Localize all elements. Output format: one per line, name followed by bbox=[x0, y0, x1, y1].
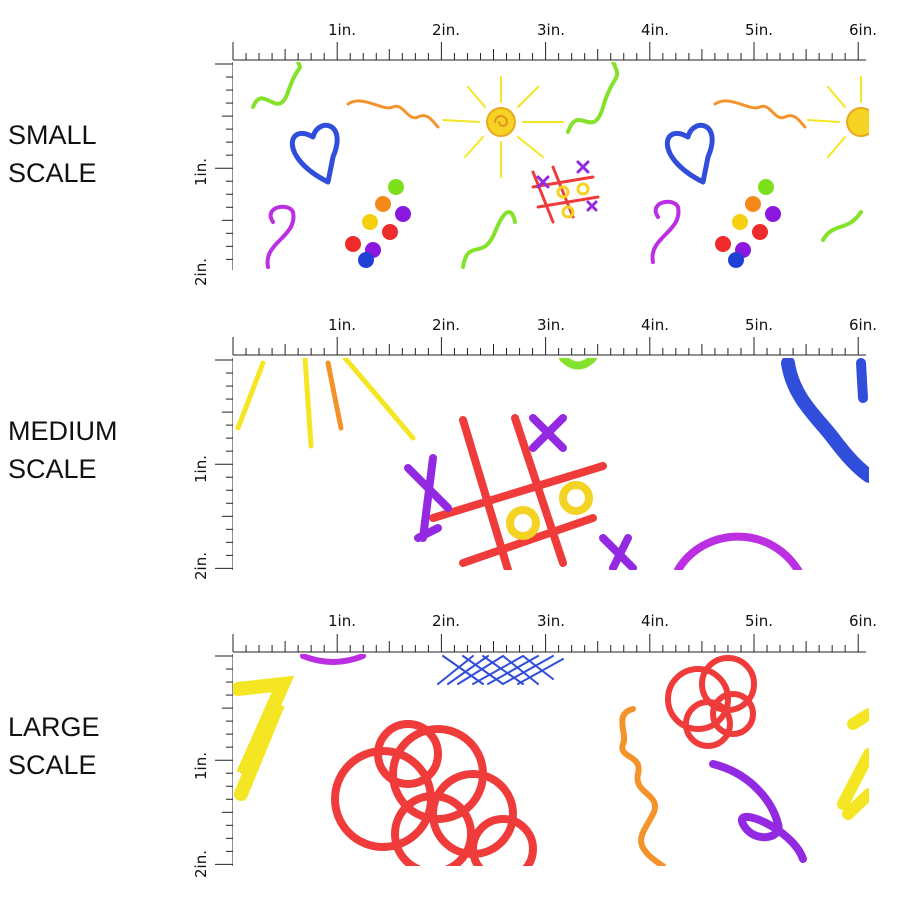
side-ruler: 1in. 2in. bbox=[192, 654, 234, 878]
scale-label-word: SMALL bbox=[8, 120, 97, 150]
ruler-label-4in: 4in. bbox=[641, 316, 669, 334]
scale-label-word: MEDIUM bbox=[8, 416, 118, 446]
top-ruler: 1in. 2in. 3in. 4in. 5in. 6in. bbox=[232, 316, 877, 356]
yellow-crayon-mark bbox=[233, 675, 295, 801]
ruler-label-6in: 6in. bbox=[849, 612, 877, 630]
purple-curl bbox=[674, 532, 802, 570]
top-ruler: 1in. 2in. 3in. 4in. 5in. 6in. bbox=[232, 612, 877, 653]
ruler-label-1in: 1in. bbox=[328, 612, 356, 630]
sun-doodle bbox=[442, 76, 564, 178]
purple-curl bbox=[650, 199, 681, 264]
green-squiggle bbox=[251, 62, 302, 109]
ruler-label-6in: 6in. bbox=[849, 316, 877, 334]
green-squiggle bbox=[461, 210, 517, 269]
ruler-label-3in: 3in. bbox=[537, 612, 565, 630]
blue-heart bbox=[856, 358, 868, 403]
scale-label-large: LARGE SCALE bbox=[8, 708, 100, 784]
ruler-label-6in: 6in. bbox=[849, 21, 877, 39]
scale-label-medium: MEDIUM SCALE bbox=[8, 412, 118, 488]
side-label-1in: 1in. bbox=[192, 455, 210, 483]
red-cloud-scribble bbox=[665, 655, 757, 749]
side-label-2in: 2in. bbox=[192, 552, 210, 580]
green-squiggle bbox=[821, 210, 863, 242]
ruler-label-2in: 2in. bbox=[432, 612, 460, 630]
green-squiggle bbox=[566, 62, 620, 134]
blue-scribble-doodle bbox=[437, 655, 564, 685]
ruler-label-5in: 5in. bbox=[745, 612, 773, 630]
side-label-1in: 1in. bbox=[192, 158, 210, 186]
ruler-label-3in: 3in. bbox=[537, 316, 565, 334]
blue-heart bbox=[781, 358, 869, 483]
orange-squiggle bbox=[346, 99, 440, 129]
purple-curl bbox=[265, 204, 296, 269]
scale-label-word: SCALE bbox=[8, 750, 97, 780]
top-ruler: 1in. 2in. 3in. 4in. 5in. 6in. bbox=[232, 21, 877, 61]
yellow-crayon-mark bbox=[837, 708, 869, 820]
ruler-label-3in: 3in. bbox=[537, 21, 565, 39]
blue-heart bbox=[289, 122, 340, 185]
ruler-label-1in: 1in. bbox=[328, 316, 356, 334]
scale-label-word: LARGE bbox=[8, 712, 100, 742]
color-dot-cluster bbox=[345, 179, 411, 268]
side-label-1in: 1in. bbox=[192, 752, 210, 780]
fabric-swatch-medium bbox=[233, 358, 869, 570]
crayon-doodle-pattern bbox=[251, 62, 869, 269]
scale-label-word: SCALE bbox=[8, 158, 97, 188]
ruler-label-5in: 5in. bbox=[745, 21, 773, 39]
blue-heart bbox=[664, 122, 715, 185]
fabric-swatch-large bbox=[233, 654, 869, 866]
ruler-small: 1in. 2in. 3in. 4in. 5in. 6in. 1in. 2in. bbox=[192, 21, 877, 286]
orange-squiggle bbox=[713, 99, 807, 129]
sun-ray-doodle bbox=[235, 358, 416, 449]
purple-curl bbox=[300, 654, 366, 665]
crayon-doodle-pattern bbox=[233, 654, 869, 866]
ruler-label-4in: 4in. bbox=[641, 21, 669, 39]
ruler-label-2in: 2in. bbox=[432, 21, 460, 39]
sun-doodle bbox=[807, 76, 869, 158]
green-squiggle bbox=[559, 358, 597, 370]
purple-curl bbox=[709, 760, 807, 863]
crayon-doodle-pattern bbox=[235, 358, 869, 570]
ruler-label-5in: 5in. bbox=[745, 316, 773, 334]
fabric-swatch-small bbox=[233, 62, 869, 270]
side-label-2in: 2in. bbox=[192, 850, 210, 878]
side-label-2in: 2in. bbox=[192, 258, 210, 286]
scale-label-word: SCALE bbox=[8, 454, 97, 484]
color-dot-cluster bbox=[715, 179, 781, 268]
tic-tac-toe-doodle bbox=[531, 160, 600, 224]
tic-tac-toe-doodle bbox=[404, 414, 637, 570]
scale-label-small: SMALL SCALE bbox=[8, 116, 97, 192]
ruler-label-1in: 1in. bbox=[328, 21, 356, 39]
red-cloud-scribble bbox=[331, 720, 537, 866]
orange-squiggle bbox=[619, 706, 666, 866]
ruler-label-4in: 4in. bbox=[641, 612, 669, 630]
ruler-label-2in: 2in. bbox=[432, 316, 460, 334]
